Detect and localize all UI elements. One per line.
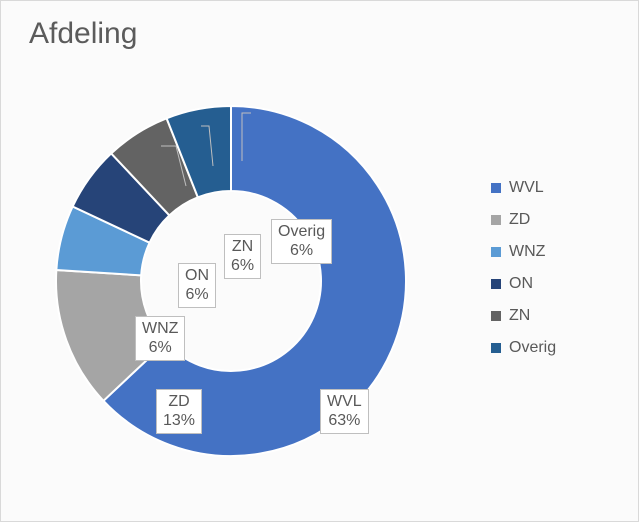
legend-label: Overig bbox=[509, 339, 556, 357]
legend-label: WNZ bbox=[509, 243, 545, 261]
chart-frame: Afdeling WVL 63% ZD 13% WNZ 6% ON 6% ZN … bbox=[0, 0, 639, 522]
slice-label-on: ON 6% bbox=[178, 263, 216, 308]
legend-item-zd: ZD bbox=[491, 211, 556, 229]
chart-title: Afdeling bbox=[29, 17, 137, 51]
legend-label: ZN bbox=[509, 307, 530, 325]
slice-label-pct: 6% bbox=[231, 257, 254, 274]
slice-label-overig: Overig 6% bbox=[271, 219, 332, 264]
legend-marker bbox=[491, 279, 501, 289]
legend-label: ZD bbox=[509, 211, 530, 229]
slice-label-name: ON bbox=[185, 267, 209, 284]
slice-label-wvl: WVL 63% bbox=[320, 389, 369, 434]
slice-label-name: ZD bbox=[168, 393, 189, 410]
donut-chart: WVL 63% ZD 13% WNZ 6% ON 6% ZN 6% Overig… bbox=[41, 91, 421, 471]
legend-marker bbox=[491, 343, 501, 353]
legend-item-on: ON bbox=[491, 275, 556, 293]
legend-item-wnz: WNZ bbox=[491, 243, 556, 261]
slice-label-zn: ZN 6% bbox=[224, 234, 261, 279]
legend-marker bbox=[491, 183, 501, 193]
slice-label-pct: 63% bbox=[328, 412, 360, 429]
slice-label-name: ZN bbox=[232, 238, 253, 255]
slice-label-name: Overig bbox=[278, 223, 325, 240]
legend-marker bbox=[491, 247, 501, 257]
legend-item-zn: ZN bbox=[491, 307, 556, 325]
legend-marker bbox=[491, 311, 501, 321]
legend-label: WVL bbox=[509, 179, 544, 197]
legend: WVL ZD WNZ ON ZN Overig bbox=[491, 179, 556, 357]
slice-label-wnz: WNZ 6% bbox=[135, 316, 185, 361]
slice-label-name: WNZ bbox=[142, 320, 178, 337]
slice-label-name: WVL bbox=[327, 393, 362, 410]
slice-label-pct: 6% bbox=[290, 242, 313, 259]
slice-label-pct: 13% bbox=[163, 412, 195, 429]
legend-label: ON bbox=[509, 275, 533, 293]
slice-label-zd: ZD 13% bbox=[156, 389, 202, 434]
legend-item-wvl: WVL bbox=[491, 179, 556, 197]
legend-marker bbox=[491, 215, 501, 225]
slice-label-pct: 6% bbox=[149, 339, 172, 356]
legend-item-overig: Overig bbox=[491, 339, 556, 357]
slice-label-pct: 6% bbox=[185, 286, 208, 303]
